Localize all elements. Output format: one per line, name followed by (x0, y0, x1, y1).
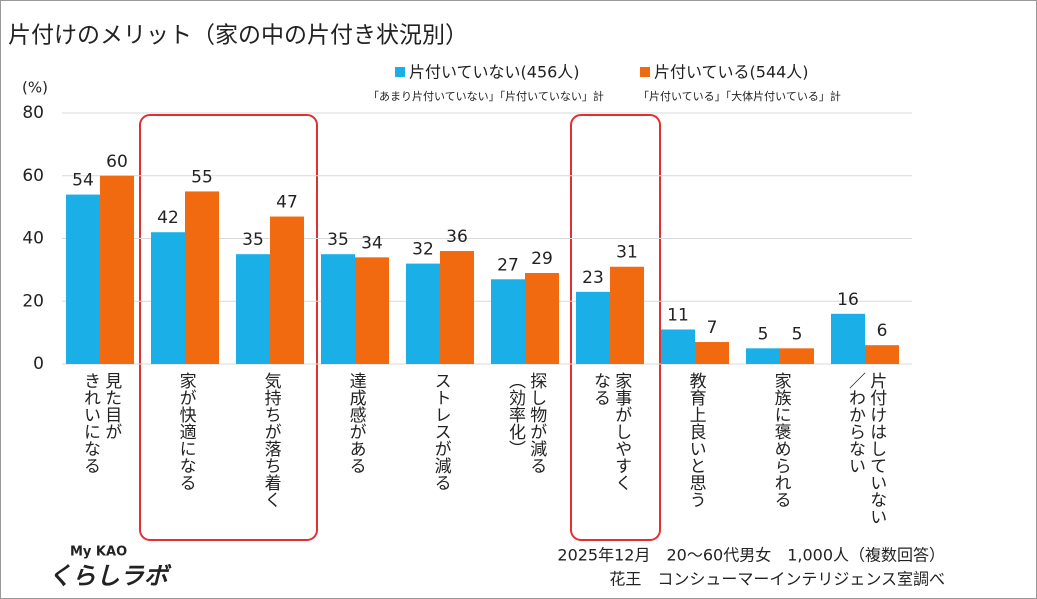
value-label: 27 (497, 255, 519, 275)
bar (440, 251, 474, 364)
bar (576, 291, 610, 364)
footnote: 花王 コンシューマーインテリジェンス室調べ (609, 570, 945, 589)
value-label: 11 (667, 305, 689, 325)
chart-title: 片付けのメリット（家の中の片付き状況別） (8, 23, 468, 49)
value-label: 7 (707, 318, 718, 338)
x-tick-label: 探し物が減る （効率化） (505, 372, 547, 474)
value-label: 23 (582, 268, 604, 288)
value-label: 35 (327, 230, 349, 250)
x-tick-label: 家事がしやすく なる (590, 372, 632, 491)
bar (406, 263, 440, 364)
legend-note: 「あまり片付いていない」「片付いていない」計 (368, 89, 604, 103)
logo-text: くらしラボ (48, 562, 172, 590)
value-label: 55 (191, 167, 213, 187)
y-tick-label: 20 (22, 291, 44, 311)
value-label: 32 (412, 240, 434, 260)
bar (610, 266, 644, 364)
x-tick-label: 家が快適になる (175, 372, 196, 491)
y-tick-label: 0 (33, 354, 44, 374)
value-label: 60 (106, 152, 128, 172)
bar (270, 216, 304, 364)
value-label: 54 (72, 171, 94, 191)
logo-text: My KAO (70, 545, 127, 560)
value-label: 6 (877, 321, 888, 341)
legend-label: 片付いている(544人) (654, 63, 809, 82)
bar (661, 329, 695, 364)
bar (780, 348, 814, 364)
x-tick-label: 教育上良いと思う (685, 372, 706, 508)
bar (100, 175, 134, 364)
legend-label: 片付いていない(456人) (409, 63, 580, 82)
value-label: 16 (837, 290, 859, 310)
value-label: 47 (276, 193, 298, 213)
x-tick-label: 家族に褒められる (770, 372, 791, 508)
bar (151, 232, 185, 364)
bar (66, 194, 100, 364)
highlight-box (570, 114, 661, 541)
y-tick-label: 60 (22, 166, 44, 186)
value-label: 29 (531, 249, 553, 269)
bar (865, 345, 899, 364)
bar (236, 254, 270, 364)
x-tick-label: ストレスが減る (430, 372, 451, 491)
footnote: 2025年12月 20～60代男女 1,000人（複数回答） (557, 546, 945, 565)
y-unit: (%) (22, 79, 48, 97)
value-label: 36 (446, 227, 468, 247)
x-tick-label: 達成感がある (345, 372, 366, 474)
x-tick-label: 見た目が きれいになる (80, 372, 122, 474)
value-label: 35 (242, 230, 264, 250)
y-tick-label: 80 (22, 103, 44, 123)
value-label: 5 (792, 324, 803, 344)
bar (321, 254, 355, 364)
bar (355, 257, 389, 364)
bar (831, 313, 865, 364)
value-label: 5 (758, 324, 769, 344)
bar (695, 342, 729, 364)
value-label: 34 (361, 233, 383, 253)
x-tick-label: 片付けはしていない ／わからない (845, 372, 887, 525)
bar (185, 191, 219, 364)
legend-swatch (640, 67, 650, 77)
legend-note: 「片付いている」「大体片付いている」計 (638, 89, 841, 103)
bar (746, 348, 780, 364)
bar (491, 279, 525, 364)
x-tick-label: 気持ちが落ち着く (260, 372, 281, 508)
bar (525, 273, 559, 364)
highlight-box (139, 114, 318, 541)
legend-swatch (395, 67, 405, 77)
y-tick-label: 40 (22, 229, 44, 249)
value-label: 42 (157, 208, 179, 228)
value-label: 31 (616, 243, 638, 263)
